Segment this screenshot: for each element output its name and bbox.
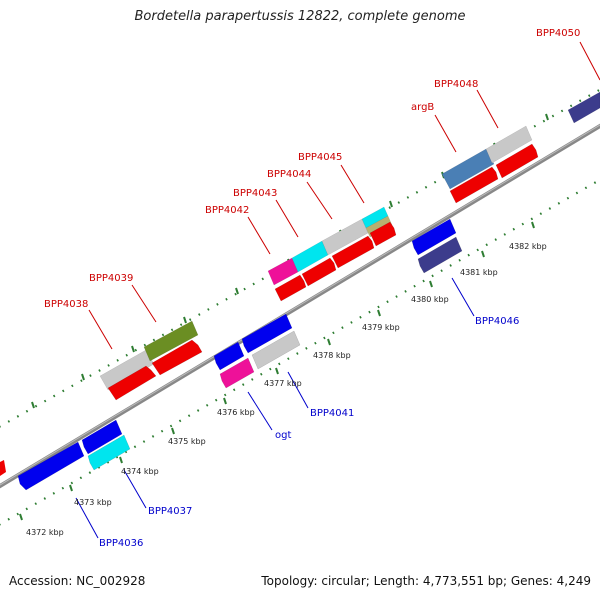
gene-bpp4037-upper	[81, 419, 123, 455]
inner-tick-ring	[0, 178, 600, 526]
genome-summary-footer: Topology: circular; Length: 4,773,551 bp…	[261, 574, 591, 588]
gene-bpp4046-body	[417, 236, 463, 274]
tick-label-4380: 4380 kbp	[411, 295, 449, 304]
label-bpp4050: BPP4050	[536, 28, 580, 39]
genome-backbone	[0, 123, 600, 489]
reverse-leaders	[75, 277, 475, 539]
label-bpp4036: BPP4036	[99, 538, 143, 549]
label-bpp4038: BPP4038	[44, 299, 88, 310]
label-bpp4044: BPP4044	[267, 169, 311, 180]
tick-label-4381: 4381 kbp	[460, 268, 498, 277]
kbp-tick-labels: 4372 kbp 4373 kbp 4374 kbp 4375 kbp 4376…	[26, 242, 547, 537]
cds-bpp4045	[369, 221, 397, 247]
gene-bpp4041-body	[251, 330, 301, 370]
gene-bpp4048-body	[485, 125, 533, 164]
label-bpp4041: BPP4041	[310, 408, 354, 419]
gene-bpp4046-upper	[411, 218, 457, 256]
label-argb: argB	[411, 102, 434, 113]
genome-backbone-highlight	[0, 124, 600, 486]
cds-bpp4038	[107, 365, 157, 401]
label-bpp4045: BPP4045	[298, 152, 342, 163]
gene-bpp4036-body	[17, 441, 85, 491]
gene-ogt-upper	[213, 341, 245, 371]
tick-label-4373: 4373 kbp	[74, 498, 112, 507]
gene-argb-body	[441, 148, 495, 190]
cds-bpp4042	[274, 274, 307, 302]
label-bpp4048: BPP4048	[434, 79, 478, 90]
reverse-gene-labels: BPP4036 BPP4037 ogt BPP4041 BPP4046	[99, 316, 519, 549]
forward-features-row1	[99, 91, 600, 391]
edge-feature-left	[0, 460, 6, 476]
tick-label-4377: 4377 kbp	[264, 379, 302, 388]
cds-bpp4043	[301, 257, 337, 287]
tick-label-4382: 4382 kbp	[509, 242, 547, 251]
tick-label-4376: 4376 kbp	[217, 408, 255, 417]
gene-ogt-body	[219, 357, 255, 389]
label-bpp4046: BPP4046	[475, 316, 519, 327]
gene-bpp4041-upper	[241, 313, 293, 354]
major-ticks	[19, 113, 549, 521]
reverse-features	[17, 218, 463, 491]
tick-label-4372: 4372 kbp	[26, 528, 64, 537]
label-bpp4037: BPP4037	[148, 506, 192, 517]
cds-bpp4048	[495, 143, 539, 179]
cds-argb	[449, 166, 499, 204]
gene-bpp4039-body	[143, 320, 199, 362]
accession-footer: Accession: NC_002928	[9, 574, 146, 588]
label-ogt: ogt	[275, 430, 291, 441]
label-bpp4039: BPP4039	[89, 273, 133, 284]
forward-gene-labels: BPP4038 BPP4039 BPP4042 BPP4043 BPP4044 …	[44, 28, 580, 310]
tick-label-4374: 4374 kbp	[121, 467, 159, 476]
cds-bpp4044	[331, 235, 375, 269]
forward-leaders	[88, 41, 600, 350]
label-bpp4042: BPP4042	[205, 205, 249, 216]
cds-bpp4039	[151, 339, 203, 376]
gene-bpp4050-body	[567, 91, 600, 124]
label-bpp4043: BPP4043	[233, 188, 277, 199]
gene-bpp4037-body	[87, 434, 131, 471]
tick-label-4378: 4378 kbp	[313, 351, 351, 360]
tick-label-4379: 4379 kbp	[362, 323, 400, 332]
tick-label-4375: 4375 kbp	[168, 437, 206, 446]
forward-cds-row	[107, 143, 539, 401]
gene-bpp4044-body	[321, 218, 369, 256]
page-title: Bordetella parapertussis 12822, complete…	[134, 9, 466, 24]
